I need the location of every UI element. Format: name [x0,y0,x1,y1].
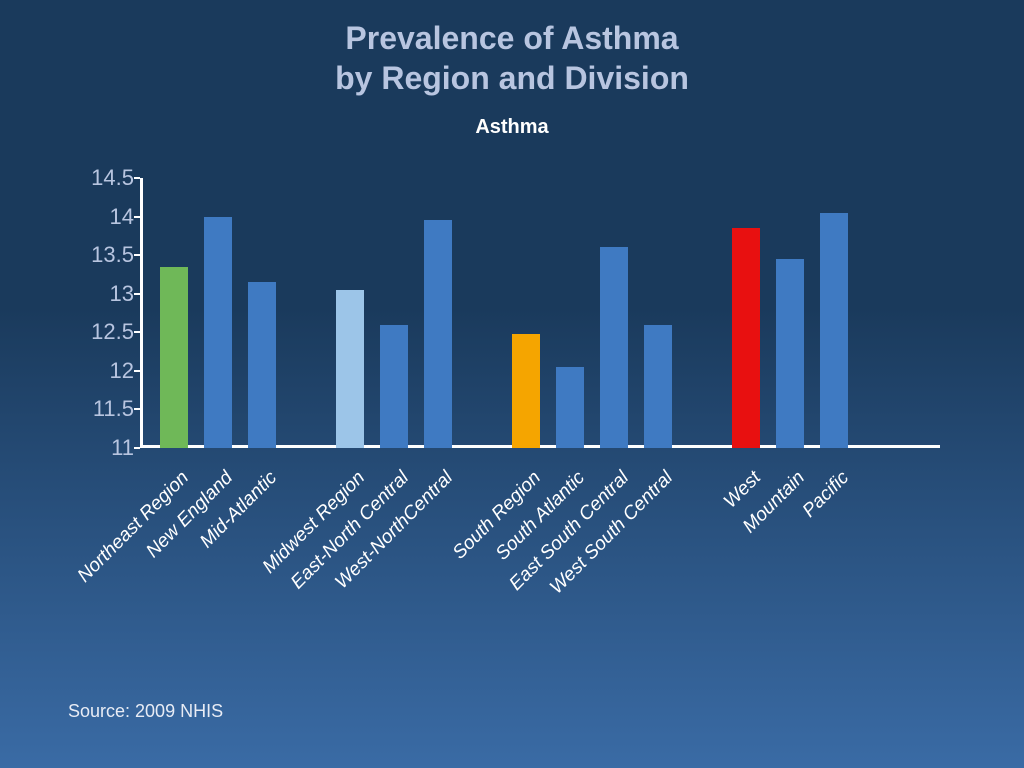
y-tick-mark [134,331,140,333]
bar [556,367,584,448]
y-tick-mark [134,177,140,179]
bar [776,259,804,448]
chart-plot-area: 1111.51212.51313.51414.5 [140,178,940,448]
y-tick-mark [134,370,140,372]
title-line-1: Prevalence of Asthma [345,20,678,56]
y-tick-label: 14 [60,204,134,230]
bar [600,247,628,448]
bar [424,220,452,448]
bar [380,325,408,448]
y-tick-label: 13.5 [60,242,134,268]
y-tick-label: 13 [60,281,134,307]
y-tick-label: 11.5 [60,396,134,422]
bar [336,290,364,448]
bar [160,267,188,448]
y-tick-mark [134,408,140,410]
y-tick-mark [134,254,140,256]
y-tick-label: 12.5 [60,319,134,345]
title-line-2: by Region and Division [335,60,689,96]
y-tick-mark [134,293,140,295]
chart-title: Asthma [0,116,1024,139]
bar [512,334,540,448]
bar [732,228,760,448]
y-tick-label: 12 [60,358,134,384]
y-tick-label: 11 [60,435,134,461]
bar [820,213,848,448]
y-tick-mark [134,216,140,218]
x-axis-labels: Northeast RegionNew EnglandMid-AtlanticM… [140,456,940,656]
slide-title: Prevalence of Asthma by Region and Divis… [0,0,1024,98]
y-tick-label: 14.5 [60,165,134,191]
bar [204,217,232,448]
bar [644,325,672,448]
y-axis: 1111.51212.51313.51414.5 [60,178,134,448]
y-tick-mark [134,447,140,449]
source-note: Source: 2009 NHIS [68,701,223,722]
bars-container [140,178,940,448]
bar [248,282,276,448]
